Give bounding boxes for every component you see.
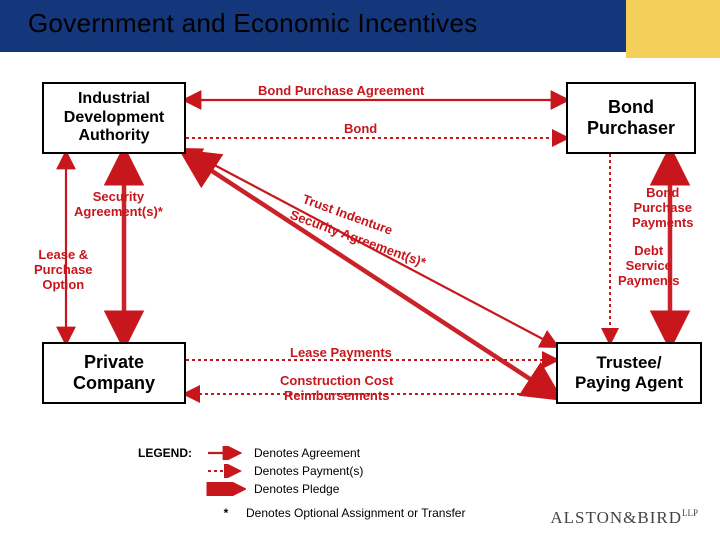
box-trustee-paying-agent: Trustee/Paying Agent <box>556 342 702 404</box>
label-bpp: BondPurchasePayments <box>632 186 693 231</box>
label-bpa: Bond Purchase Agreement <box>258 84 424 99</box>
legend-swatch-agreement <box>206 446 246 460</box>
brand-suffix: LLP <box>682 508 698 518</box>
page-title: Government and Economic Incentives <box>28 8 478 39</box>
title-bar-accent <box>626 0 720 58</box>
label-dsp: DebtServicePayments <box>618 244 679 289</box>
box-industrial-development-authority: IndustrialDevelopmentAuthority <box>42 82 186 154</box>
legend-text-asterisk: Denotes Optional Assignment or Transfer <box>246 506 465 520</box>
legend: LEGEND: Denotes Agreement Denotes Paymen… <box>138 444 465 522</box>
box-bond-purchaser: BondPurchaser <box>566 82 696 154</box>
label-ccr: Construction CostReimbursements <box>280 374 393 404</box>
legend-title: LEGEND: <box>138 446 206 460</box>
legend-text-pledge: Denotes Pledge <box>254 482 339 496</box>
label-lpo: Lease &PurchaseOption <box>34 248 93 293</box>
legend-text-payment: Denotes Payment(s) <box>254 464 363 478</box>
legend-swatch-payment <box>206 464 246 478</box>
legend-swatch-pledge <box>206 482 246 496</box>
legend-asterisk-icon: * <box>206 506 246 520</box>
legend-text-agreement: Denotes Agreement <box>254 446 360 460</box>
brand-name: ALSTON&BIRD <box>550 508 682 527</box>
box-private-company: PrivateCompany <box>42 342 186 404</box>
label-lp: Lease Payments <box>290 346 392 361</box>
label-bond: Bond <box>344 122 377 137</box>
brand-logo: ALSTON&BIRDLLP <box>550 508 698 528</box>
label-seca: SecurityAgreement(s)* <box>74 190 163 220</box>
